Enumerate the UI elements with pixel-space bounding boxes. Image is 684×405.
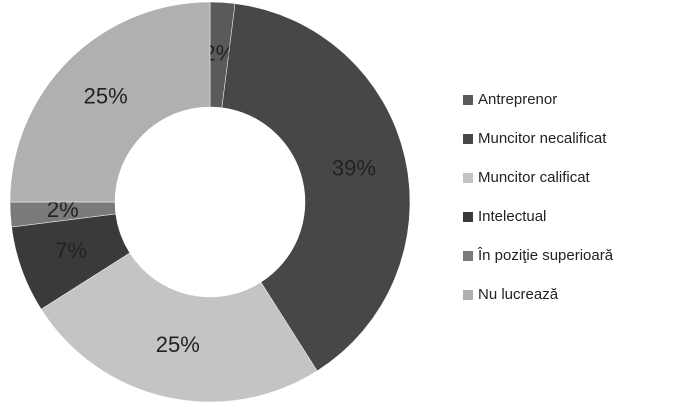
legend-label: Antreprenor [478, 91, 557, 108]
data-label: 39% [332, 156, 376, 181]
data-label: 7% [55, 238, 87, 263]
legend-swatch [463, 290, 473, 300]
legend-label: Muncitor necalificat [478, 130, 607, 147]
legend-label: Muncitor calificat [478, 169, 591, 186]
legend-swatch [463, 251, 473, 261]
legend-label: În poziţie superioară [477, 247, 614, 264]
donut-slice [9, 1, 211, 203]
legend-label: Nu lucrează [478, 286, 559, 303]
legend-swatch [463, 95, 473, 105]
legend-swatch [463, 173, 473, 183]
data-label: 25% [84, 84, 128, 109]
donut-slice [40, 252, 318, 403]
donut-slice [221, 3, 411, 372]
legend-label: Intelectual [478, 208, 546, 225]
legend-swatch [463, 134, 473, 144]
data-label: 25% [156, 332, 200, 357]
legend-swatch [463, 212, 473, 222]
